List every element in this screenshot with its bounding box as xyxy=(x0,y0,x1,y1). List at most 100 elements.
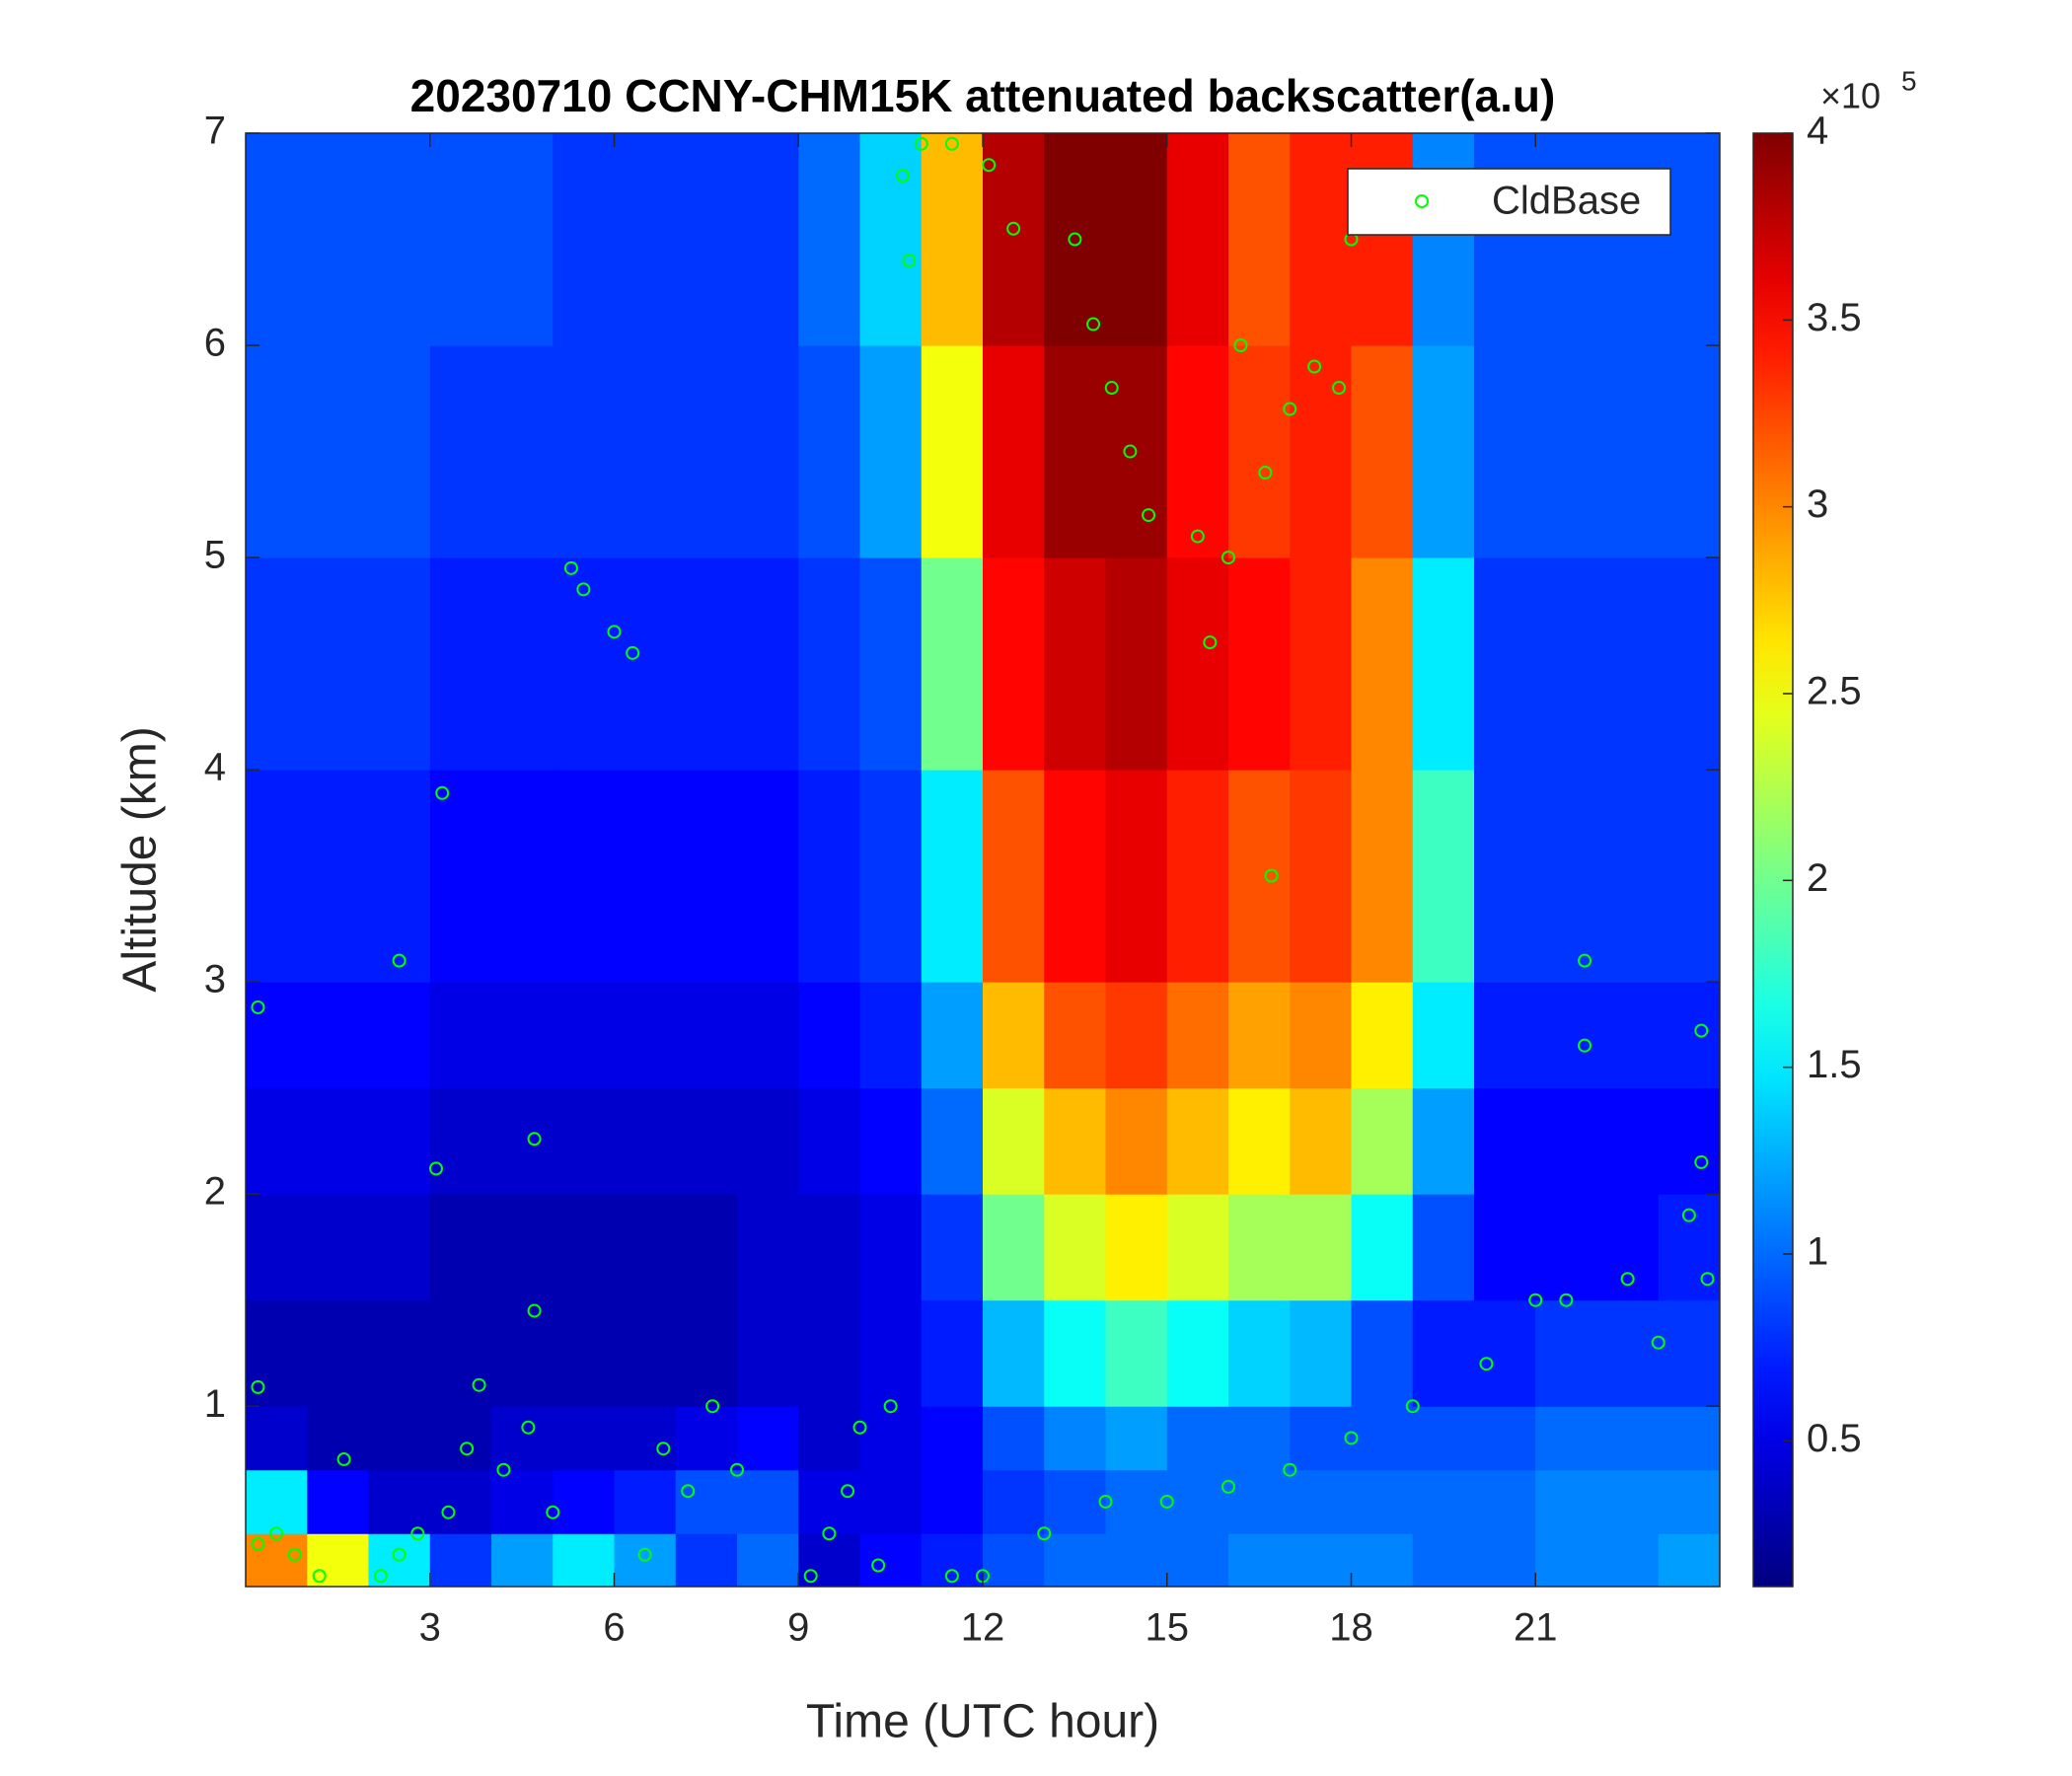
cloud-base-point xyxy=(637,1547,652,1562)
heatmap-cell xyxy=(1105,1299,1168,1407)
heatmap-cell xyxy=(553,1469,615,1534)
heatmap-cell xyxy=(921,133,984,346)
cloud-base-point xyxy=(1264,868,1279,883)
heatmap-cell xyxy=(614,982,677,1089)
heatmap-cell xyxy=(1228,770,1291,983)
heatmap-cell xyxy=(1412,1533,1475,1588)
heatmap-cell xyxy=(1105,1087,1168,1195)
heatmap-cell xyxy=(1596,1087,1660,1195)
heatmap-cell xyxy=(1351,1087,1414,1195)
heatmap-cell xyxy=(1474,1533,1536,1588)
y-tick-label: 1 xyxy=(204,1382,226,1426)
heatmap-cell xyxy=(859,345,923,558)
heatmap-cell xyxy=(859,1299,923,1407)
cloud-base-point xyxy=(803,1569,818,1584)
heatmap-cell xyxy=(1412,133,1475,346)
cloud-base-point xyxy=(410,1526,425,1541)
heatmap-cell xyxy=(1228,345,1291,558)
heatmap-cell xyxy=(798,345,860,558)
heatmap-cell xyxy=(1658,1469,1721,1534)
heatmap-cell xyxy=(1105,1469,1168,1534)
heatmap-cell xyxy=(1535,1194,1597,1301)
heatmap-cell xyxy=(1474,1469,1536,1534)
cloud-base-point xyxy=(841,1484,855,1499)
heatmap-cell xyxy=(1105,770,1168,983)
cloud-base-point xyxy=(1694,1023,1709,1038)
heatmap-cell xyxy=(798,982,860,1089)
colorbar-tick-label: 3 xyxy=(1807,482,1828,526)
heatmap-cell xyxy=(1658,1087,1721,1195)
heatmap-cell xyxy=(429,1406,492,1471)
heatmap-cell xyxy=(1290,133,1352,346)
heatmap-cell xyxy=(614,770,677,983)
heatmap-cell xyxy=(1351,1533,1414,1588)
heatmap-cell xyxy=(307,345,369,558)
colorbar-tick-label: 3.5 xyxy=(1807,296,1862,339)
y-tick-label: 6 xyxy=(204,322,226,365)
heatmap-cell xyxy=(491,770,554,983)
heatmap-cell xyxy=(246,982,308,1089)
cloud-base-point xyxy=(1098,1494,1113,1509)
y-axis-label: Altitude (km) xyxy=(114,726,167,992)
heatmap-cell xyxy=(1044,770,1106,983)
heatmap-cell xyxy=(1105,1533,1168,1588)
heatmap-cell xyxy=(553,133,615,346)
heatmap-cell xyxy=(1474,982,1536,1089)
heatmap-cell xyxy=(491,133,554,346)
cloud-base-point xyxy=(1203,635,1218,650)
heatmap-cell xyxy=(1535,1299,1597,1407)
cloud-base-point xyxy=(1681,1208,1696,1222)
heatmap-cell xyxy=(675,133,738,346)
heatmap-cell xyxy=(553,1299,615,1407)
heatmap-cell xyxy=(1044,345,1106,558)
cloud-base-point xyxy=(1700,1272,1715,1287)
cloud-base-point xyxy=(269,1526,284,1541)
cloud-base-point xyxy=(1528,1293,1543,1307)
heatmap-cell xyxy=(429,770,492,983)
colorbar-tick-label: 2.5 xyxy=(1807,670,1862,713)
cloud-base-point xyxy=(681,1484,696,1499)
heatmap-cell xyxy=(737,1194,799,1301)
heatmap-cell xyxy=(553,1533,615,1588)
heatmap-cell xyxy=(675,1087,738,1195)
y-tick-label: 3 xyxy=(204,958,226,1001)
heatmap-cell xyxy=(1044,1299,1106,1407)
cloud-base-point xyxy=(428,1161,443,1176)
heatmap-cell xyxy=(983,1194,1045,1301)
cloud-base-point xyxy=(1651,1335,1665,1350)
heatmap-cell xyxy=(675,557,738,771)
heatmap-cell xyxy=(307,1194,369,1301)
cloud-base-point xyxy=(1142,508,1156,523)
heatmap-cell xyxy=(1351,133,1414,346)
heatmap-cell xyxy=(368,557,431,771)
heatmap-cell xyxy=(368,133,431,346)
heatmap-cell xyxy=(1290,1194,1352,1301)
heatmap-cell xyxy=(368,1299,431,1407)
heatmap-cell xyxy=(1535,557,1597,771)
heatmap-cell xyxy=(1658,982,1721,1089)
heatmap-cell xyxy=(1166,345,1229,558)
heatmap-cell xyxy=(1474,1194,1536,1301)
heatmap-cell xyxy=(307,1299,369,1407)
heatmap-cell xyxy=(429,1469,492,1534)
colorbar-tick-label: 4 xyxy=(1807,110,1828,153)
heatmap-cell xyxy=(1658,1406,1721,1471)
cloud-base-point xyxy=(1332,381,1347,396)
heatmap-cell xyxy=(1596,770,1660,983)
heatmap-cell xyxy=(429,1194,492,1301)
colorbar-tick-label: 0.5 xyxy=(1807,1417,1862,1460)
x-tick-label: 9 xyxy=(787,1606,809,1650)
x-axis-label: Time (UTC hour) xyxy=(806,1696,1159,1748)
heatmap-cell xyxy=(1105,982,1168,1089)
heatmap-cell xyxy=(246,1406,308,1471)
heatmap-cell xyxy=(859,557,923,771)
heatmap-cell xyxy=(307,1469,369,1534)
heatmap-cell xyxy=(1290,345,1352,558)
cloud-base-point xyxy=(251,1536,265,1551)
heatmap-cell xyxy=(491,1406,554,1471)
heatmap-cell xyxy=(798,1194,860,1301)
heatmap-cell xyxy=(983,133,1045,346)
heatmap-cell xyxy=(1290,982,1352,1089)
heatmap-cell xyxy=(1290,1406,1352,1471)
heatmap-cell xyxy=(307,557,369,771)
